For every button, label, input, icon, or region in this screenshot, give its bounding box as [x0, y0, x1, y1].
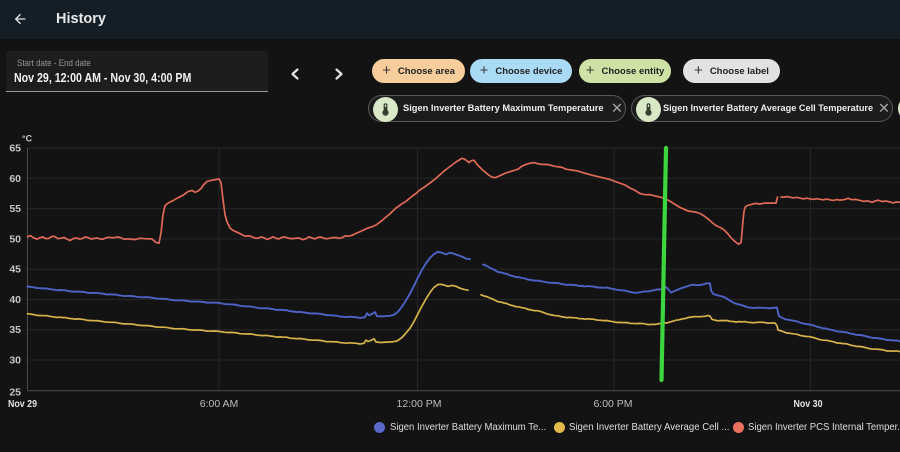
svg-text:25: 25	[9, 386, 21, 398]
svg-text:45: 45	[9, 264, 21, 276]
svg-text:60: 60	[9, 173, 21, 185]
svg-text:12:00 PM: 12:00 PM	[397, 398, 442, 410]
svg-text:55: 55	[9, 203, 21, 215]
svg-text:6:00 AM: 6:00 AM	[200, 398, 239, 410]
svg-text:Nov 30: Nov 30	[794, 398, 823, 410]
svg-text:50: 50	[9, 233, 21, 245]
svg-text:65: 65	[9, 143, 21, 155]
svg-text:35: 35	[9, 324, 21, 336]
svg-text:40: 40	[9, 294, 21, 306]
svg-text:Nov 29: Nov 29	[8, 398, 37, 410]
svg-text:30: 30	[9, 355, 21, 367]
svg-text:°C: °C	[22, 134, 33, 144]
svg-text:6:00 PM: 6:00 PM	[593, 398, 632, 410]
